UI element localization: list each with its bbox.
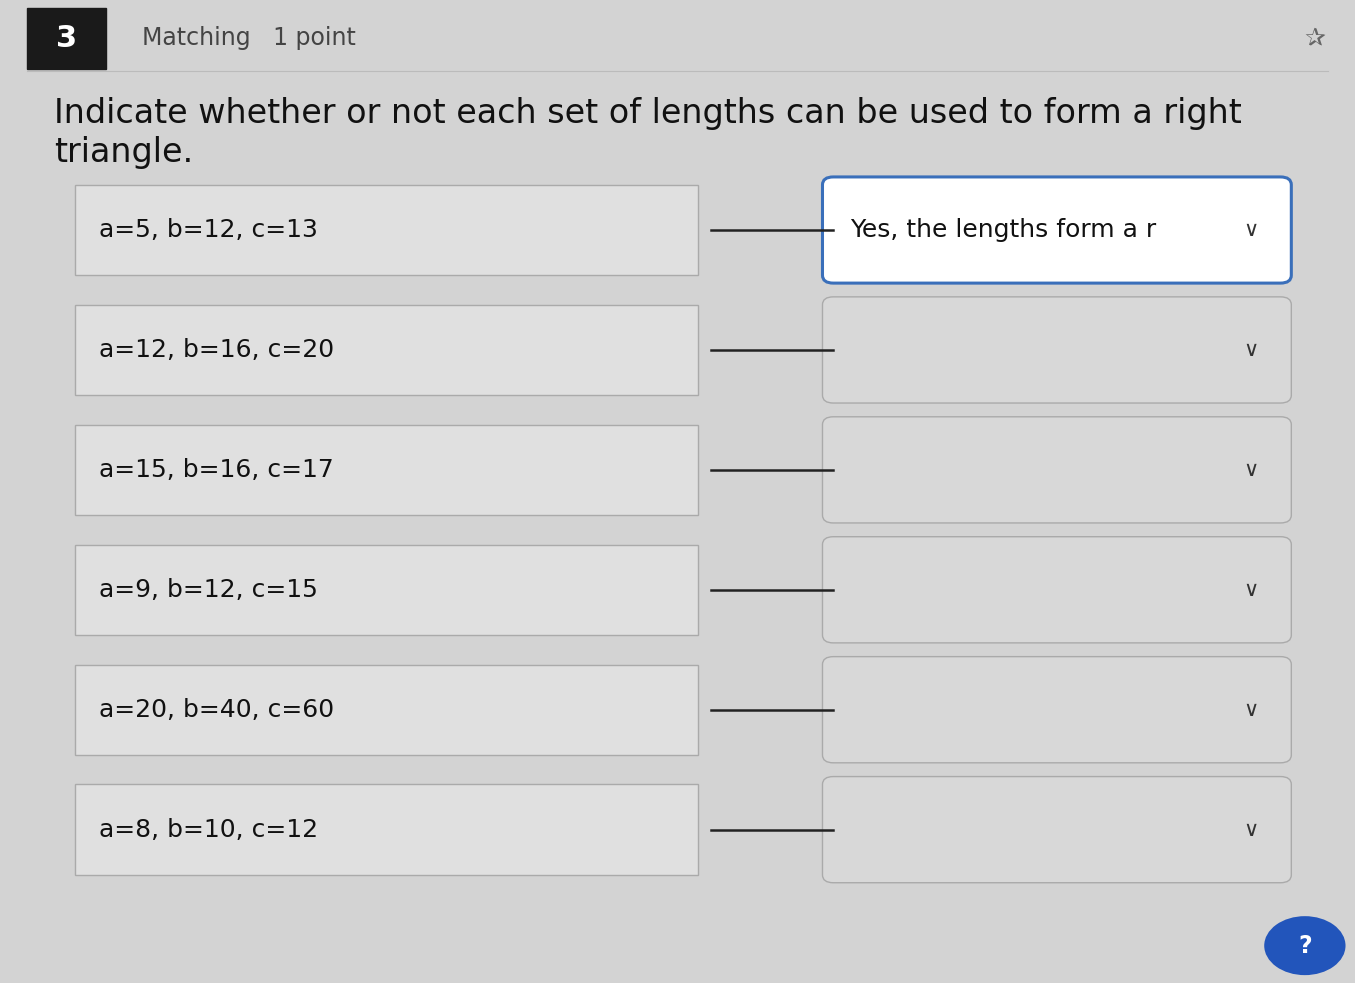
Text: a=20, b=40, c=60: a=20, b=40, c=60 [99, 698, 335, 722]
FancyBboxPatch shape [822, 417, 1291, 523]
Text: ∨: ∨ [1243, 460, 1259, 480]
Text: ∨: ∨ [1243, 820, 1259, 839]
Text: ∨: ∨ [1243, 340, 1259, 360]
Text: a=5, b=12, c=13: a=5, b=12, c=13 [99, 218, 318, 242]
Circle shape [1264, 916, 1346, 975]
Text: Matching   1 point: Matching 1 point [142, 27, 356, 50]
Text: a=8, b=10, c=12: a=8, b=10, c=12 [99, 818, 318, 841]
Text: ?: ? [1298, 934, 1312, 957]
Text: 3: 3 [56, 24, 77, 53]
Text: a=12, b=16, c=20: a=12, b=16, c=20 [99, 338, 335, 362]
FancyBboxPatch shape [75, 425, 698, 515]
Text: a=9, b=12, c=15: a=9, b=12, c=15 [99, 578, 318, 602]
Text: Indicate whether or not each set of lengths can be used to form a right: Indicate whether or not each set of leng… [54, 96, 1243, 130]
FancyBboxPatch shape [822, 297, 1291, 403]
Text: Yes, the lengths form a r: Yes, the lengths form a r [850, 218, 1156, 242]
FancyBboxPatch shape [75, 185, 698, 275]
FancyBboxPatch shape [75, 665, 698, 755]
FancyBboxPatch shape [822, 657, 1291, 763]
FancyBboxPatch shape [75, 545, 698, 635]
FancyBboxPatch shape [75, 305, 698, 395]
Text: ✰: ✰ [1305, 27, 1325, 50]
FancyBboxPatch shape [822, 537, 1291, 643]
Text: ∨: ∨ [1243, 700, 1259, 720]
FancyBboxPatch shape [75, 784, 698, 875]
FancyBboxPatch shape [822, 177, 1291, 283]
Text: triangle.: triangle. [54, 136, 194, 169]
Text: ∨: ∨ [1243, 580, 1259, 600]
FancyBboxPatch shape [27, 8, 106, 69]
FancyBboxPatch shape [822, 777, 1291, 883]
Text: a=15, b=16, c=17: a=15, b=16, c=17 [99, 458, 333, 482]
Text: ∨: ∨ [1243, 220, 1259, 240]
